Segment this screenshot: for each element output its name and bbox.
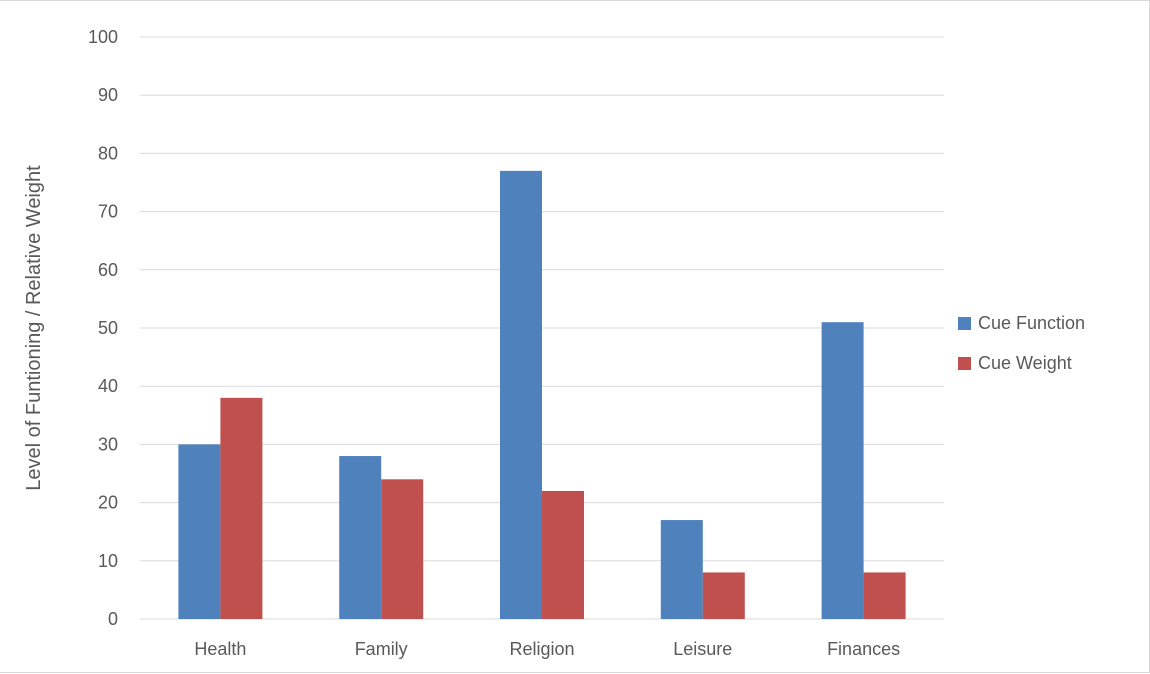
bar-cue-function-leisure bbox=[660, 520, 703, 619]
bar-cue-weight-family bbox=[381, 479, 424, 619]
bar-cue-weight-health bbox=[220, 397, 263, 619]
y-tick-label: 80 bbox=[98, 143, 118, 163]
y-axis-title: Level of Funtioning / Relative Weight bbox=[23, 165, 45, 491]
x-tick-label: Finances bbox=[827, 639, 900, 659]
y-tick-label: 50 bbox=[98, 318, 118, 338]
x-tick-label: Health bbox=[194, 639, 246, 659]
x-tick-label: Religion bbox=[509, 639, 574, 659]
bar-cue-weight-leisure bbox=[702, 572, 745, 619]
legend-label: Cue Weight bbox=[978, 353, 1072, 373]
y-tick-label: 0 bbox=[108, 609, 118, 629]
bar-cue-function-health bbox=[178, 444, 221, 619]
y-tick-label: 90 bbox=[98, 85, 118, 105]
y-tick-label: 40 bbox=[98, 376, 118, 396]
x-tick-label: Family bbox=[355, 639, 408, 659]
bars bbox=[178, 170, 906, 620]
y-tick-label: 70 bbox=[98, 202, 118, 222]
y-tick-label: 10 bbox=[98, 551, 118, 571]
y-tick-label: 100 bbox=[88, 27, 118, 47]
bar-cue-weight-finances bbox=[863, 572, 906, 619]
bar-cue-function-religion bbox=[500, 170, 542, 620]
x-tick-label: Leisure bbox=[673, 639, 732, 659]
bar-cue-weight-religion bbox=[542, 490, 584, 619]
bar-cue-function-family bbox=[339, 456, 382, 619]
legend-swatch bbox=[958, 357, 971, 370]
y-tick-label: 20 bbox=[98, 493, 118, 513]
bar-cue-function-finances bbox=[821, 322, 864, 619]
legend-label: Cue Function bbox=[978, 313, 1085, 333]
legend: Cue Function Cue Weight bbox=[958, 313, 1085, 373]
x-axis-ticks: Health Family Religion Leisure Finances bbox=[194, 639, 900, 659]
y-tick-label: 60 bbox=[98, 260, 118, 280]
legend-swatch bbox=[958, 317, 971, 330]
y-tick-label: 30 bbox=[98, 434, 118, 454]
y-axis-ticks: 0 10 20 30 40 50 60 70 80 90 100 bbox=[88, 27, 118, 629]
